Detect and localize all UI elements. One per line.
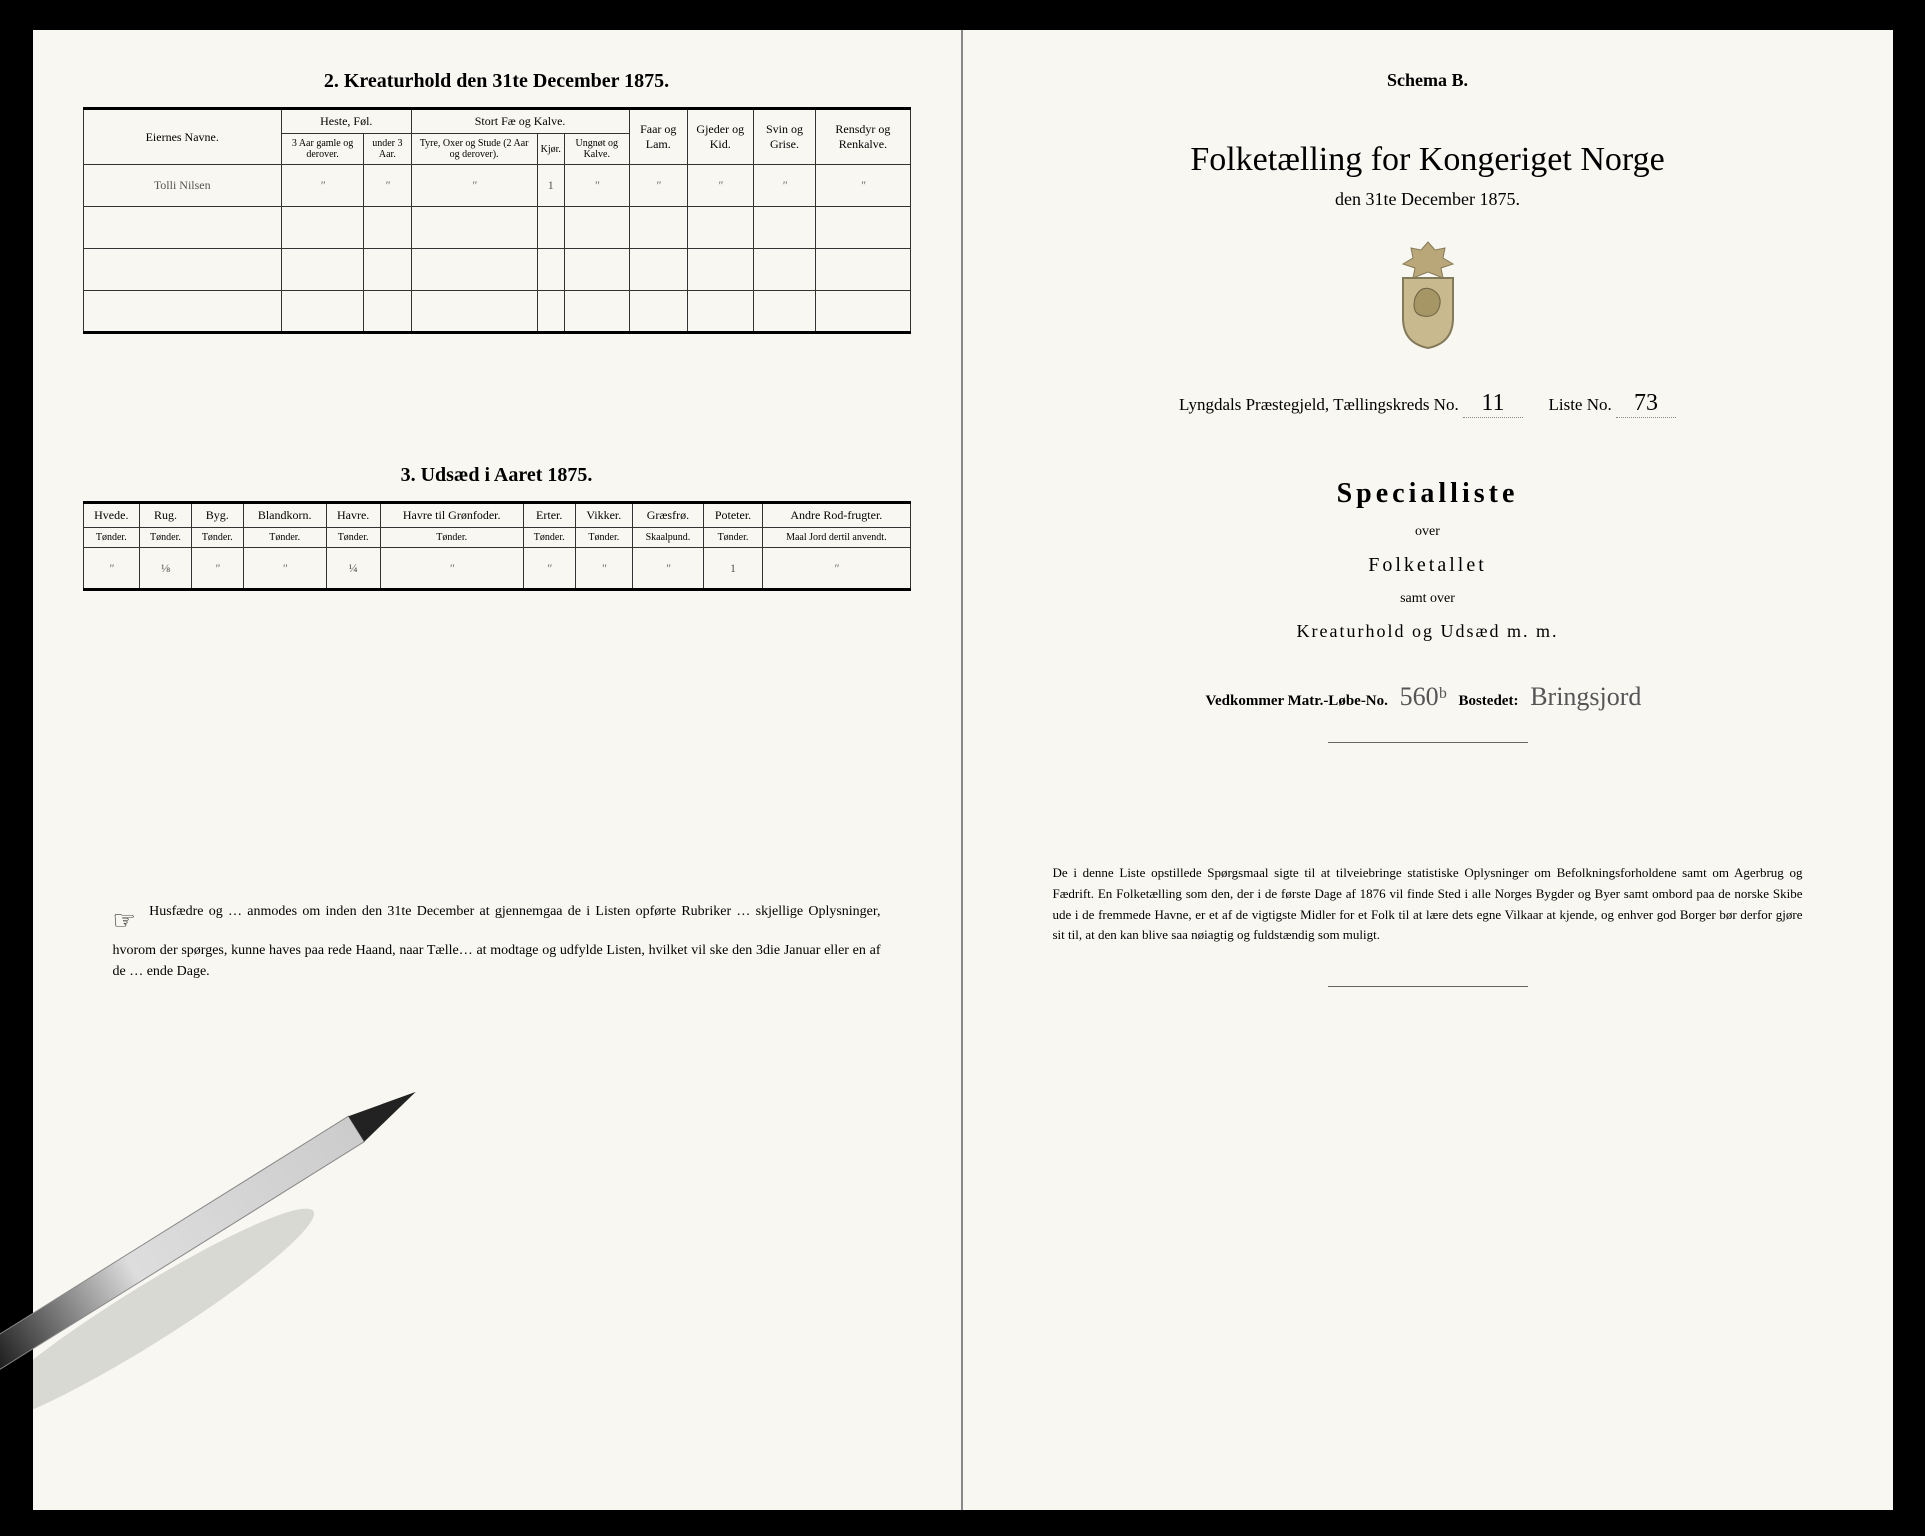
seed-cell: " xyxy=(243,548,326,590)
seed-subheader: Tønder. xyxy=(83,528,140,548)
table-row xyxy=(83,291,910,333)
seed-header: Rug. xyxy=(140,503,192,528)
seed-cell: " xyxy=(380,548,523,590)
divider xyxy=(1328,986,1528,987)
matr-label1: Vedkommer Matr.-Løbe-No. xyxy=(1206,693,1388,709)
footnote-text: Husfædre og … anmodes om inden den 31te … xyxy=(113,904,881,979)
bosted-name: Bringsjord xyxy=(1522,682,1649,711)
seed-subheader: Tønder. xyxy=(326,528,380,548)
sub-h1: 3 Aar gamle og derover. xyxy=(281,134,363,165)
matr-number: 560ᵇ xyxy=(1392,682,1455,711)
seed-cell: " xyxy=(83,548,140,590)
seed-subheader: Tønder. xyxy=(523,528,575,548)
seed-header: Havre. xyxy=(326,503,380,528)
coat-of-arms-icon xyxy=(1383,240,1473,350)
seed-cell: 1 xyxy=(703,548,762,590)
seed-subheader: Tønder. xyxy=(575,528,632,548)
seed-header: Græsfrø. xyxy=(633,503,704,528)
kreatur-label: Kreaturhold og Udsæd m. m. xyxy=(1013,621,1843,642)
col-pigs: Svin og Grise. xyxy=(753,109,816,165)
sub-f3: Ungnøt og Kalve. xyxy=(564,134,629,165)
over-label: over xyxy=(1013,524,1843,540)
table-row xyxy=(83,249,910,291)
seed-header: Vikker. xyxy=(575,503,632,528)
cell: " xyxy=(753,165,816,207)
table-row: Tolli Nilsen " " " 1 " " " " " xyxy=(83,165,910,207)
cell: " xyxy=(564,165,629,207)
matr-line: Vedkommer Matr.-Løbe-No. 560ᵇ Bostedet: … xyxy=(1013,682,1843,712)
seed-header: Hvede. xyxy=(83,503,140,528)
right-footnote: De i denne Liste opstillede Spørgsmaal s… xyxy=(1013,863,1843,946)
seed-cell: ¼ xyxy=(326,548,380,590)
samtover-label: samt over xyxy=(1013,591,1843,607)
subtitle: den 31te December 1875. xyxy=(1013,189,1843,210)
matr-label2: Bostedet: xyxy=(1458,693,1518,709)
book-spread: 2. Kreaturhold den 31te December 1875. E… xyxy=(33,30,1893,1510)
seed-cell: " xyxy=(523,548,575,590)
seed-header: Poteter. xyxy=(703,503,762,528)
seed-header: Blandkorn. xyxy=(243,503,326,528)
cell: " xyxy=(281,165,363,207)
seed-cell: " xyxy=(763,548,910,590)
cell: " xyxy=(629,165,687,207)
seed-cell: ⅛ xyxy=(140,548,192,590)
seed-subheader: Maal Jord dertil anvendt. xyxy=(763,528,910,548)
col-goats: Gjeder og Kid. xyxy=(687,109,753,165)
specialliste-title: Specialliste xyxy=(1013,478,1843,510)
pen-overlay xyxy=(0,930,513,1450)
cell: " xyxy=(364,165,411,207)
sub-f2: Kjør. xyxy=(537,134,564,165)
livestock-table: Eiernes Navne. Heste, Føl. Stort Fæ og K… xyxy=(83,107,911,334)
pointing-hand-icon: ☞ xyxy=(113,901,136,940)
liste-number: 73 xyxy=(1616,390,1676,418)
seed-cell: " xyxy=(191,548,243,590)
owner-name: Tolli Nilsen xyxy=(83,165,281,207)
seed-header: Havre til Grønfoder. xyxy=(380,503,523,528)
seed-subheader: Tønder. xyxy=(380,528,523,548)
table-row xyxy=(83,207,910,249)
main-title: Folketælling for Kongeriget Norge xyxy=(1013,141,1843,179)
right-page: Schema B. Folketælling for Kongeriget No… xyxy=(963,30,1893,1510)
sub-h2: under 3 Aar. xyxy=(364,134,411,165)
seed-subheader: Tønder. xyxy=(191,528,243,548)
seed-cell: " xyxy=(575,548,632,590)
folketallet-label: Folketallet xyxy=(1013,554,1843,577)
seed-header: Erter. xyxy=(523,503,575,528)
divider xyxy=(1328,742,1528,743)
seed-subheader: Tønder. xyxy=(243,528,326,548)
sub-f1: Tyre, Oxer og Stude (2 Aar og derover). xyxy=(411,134,537,165)
colgrp-horses: Heste, Føl. xyxy=(281,109,411,134)
liste-label: Liste No. xyxy=(1548,395,1611,414)
schema-label: Schema B. xyxy=(1013,70,1843,91)
cell: " xyxy=(687,165,753,207)
seed-table: Hvede.Rug.Byg.Blandkorn.Havre.Havre til … xyxy=(83,501,911,591)
left-footnote: ☞ Husfædre og … anmodes om inden den 31t… xyxy=(83,901,911,982)
col-sheep: Faar og Lam. xyxy=(629,109,687,165)
seed-cell: " xyxy=(633,548,704,590)
parish-label: Lyngdals Præstegjeld, Tællingskreds No. xyxy=(1179,395,1459,414)
parish-line: Lyngdals Præstegjeld, Tællingskreds No. … xyxy=(1013,390,1843,418)
seed-header: Byg. xyxy=(191,503,243,528)
left-page: 2. Kreaturhold den 31te December 1875. E… xyxy=(33,30,963,1510)
cell: " xyxy=(411,165,537,207)
section3-title: 3. Udsæd i Aaret 1875. xyxy=(83,464,911,487)
cell: " xyxy=(816,165,910,207)
section2-title: 2. Kreaturhold den 31te December 1875. xyxy=(83,70,911,93)
cell: 1 xyxy=(537,165,564,207)
seed-subheader: Tønder. xyxy=(140,528,192,548)
col-reindeer: Rensdyr og Renkalve. xyxy=(816,109,910,165)
seed-header: Andre Rod-frugter. xyxy=(763,503,910,528)
seed-subheader: Skaalpund. xyxy=(633,528,704,548)
parish-number: 11 xyxy=(1463,390,1523,418)
seed-subheader: Tønder. xyxy=(703,528,762,548)
colgrp-cattle: Stort Fæ og Kalve. xyxy=(411,109,629,134)
col-owner: Eiernes Navne. xyxy=(83,109,281,165)
